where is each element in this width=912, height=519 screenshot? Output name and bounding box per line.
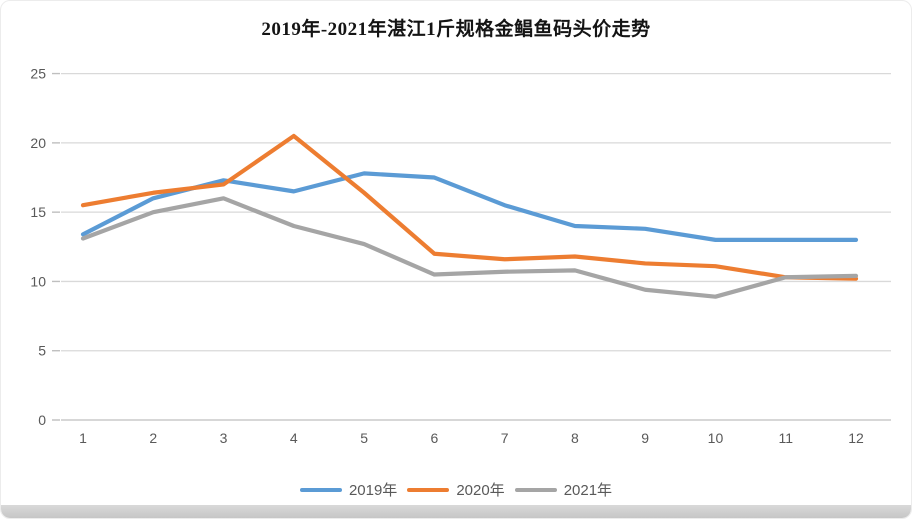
chart-legend: 2019年 2020年 2021年 <box>1 479 911 500</box>
legend-item: 2020年 <box>407 479 505 500</box>
x-axis-label: 1 <box>79 430 87 446</box>
legend-label: 2021年 <box>563 482 613 499</box>
x-axis-label: 3 <box>220 430 228 446</box>
gridlines <box>52 72 891 421</box>
legend-line-swatch <box>514 487 557 492</box>
x-axis-label: 7 <box>501 430 509 446</box>
series-line-2020年 <box>80 133 859 281</box>
legend-line-swatch <box>299 487 342 492</box>
x-axis-label: 5 <box>360 430 368 446</box>
x-axis-label: 9 <box>641 430 649 446</box>
x-axis-label: 10 <box>708 430 724 446</box>
x-axis-label: 11 <box>778 430 793 446</box>
series-lines <box>80 133 859 299</box>
legend-label: 2020年 <box>456 482 505 499</box>
x-axis-label: 2 <box>149 430 157 446</box>
x-axis-label: 8 <box>571 430 579 446</box>
y-axis-label: 10 <box>30 273 46 289</box>
legend-item: 2019年 <box>299 479 398 500</box>
x-axis-labels: 1 2 3 4 5 6 7 8 9 10 11 12 <box>79 430 864 446</box>
series-line-2021年 <box>80 196 859 299</box>
chart-title: 2019年-2021年湛江1斤规格金鲳鱼码头价走势 <box>261 19 651 40</box>
legend-line-swatch <box>407 487 450 492</box>
y-axis-label: 0 <box>38 412 46 428</box>
y-axis-label: 5 <box>38 343 46 359</box>
y-axis-labels: 0 5 10 15 20 25 <box>30 66 46 428</box>
x-axis-label: 4 <box>290 430 298 446</box>
y-axis-label: 15 <box>30 204 46 220</box>
x-axis-label: 12 <box>848 430 864 446</box>
legend-label: 2019年 <box>348 482 398 499</box>
x-axis-label: 6 <box>430 430 438 446</box>
legend-item: 2021年 <box>514 479 613 500</box>
bottom-bar <box>1 505 911 518</box>
y-axis-label: 25 <box>30 66 46 82</box>
y-axis-label: 20 <box>30 135 46 151</box>
series-line-2019年 <box>80 171 859 242</box>
